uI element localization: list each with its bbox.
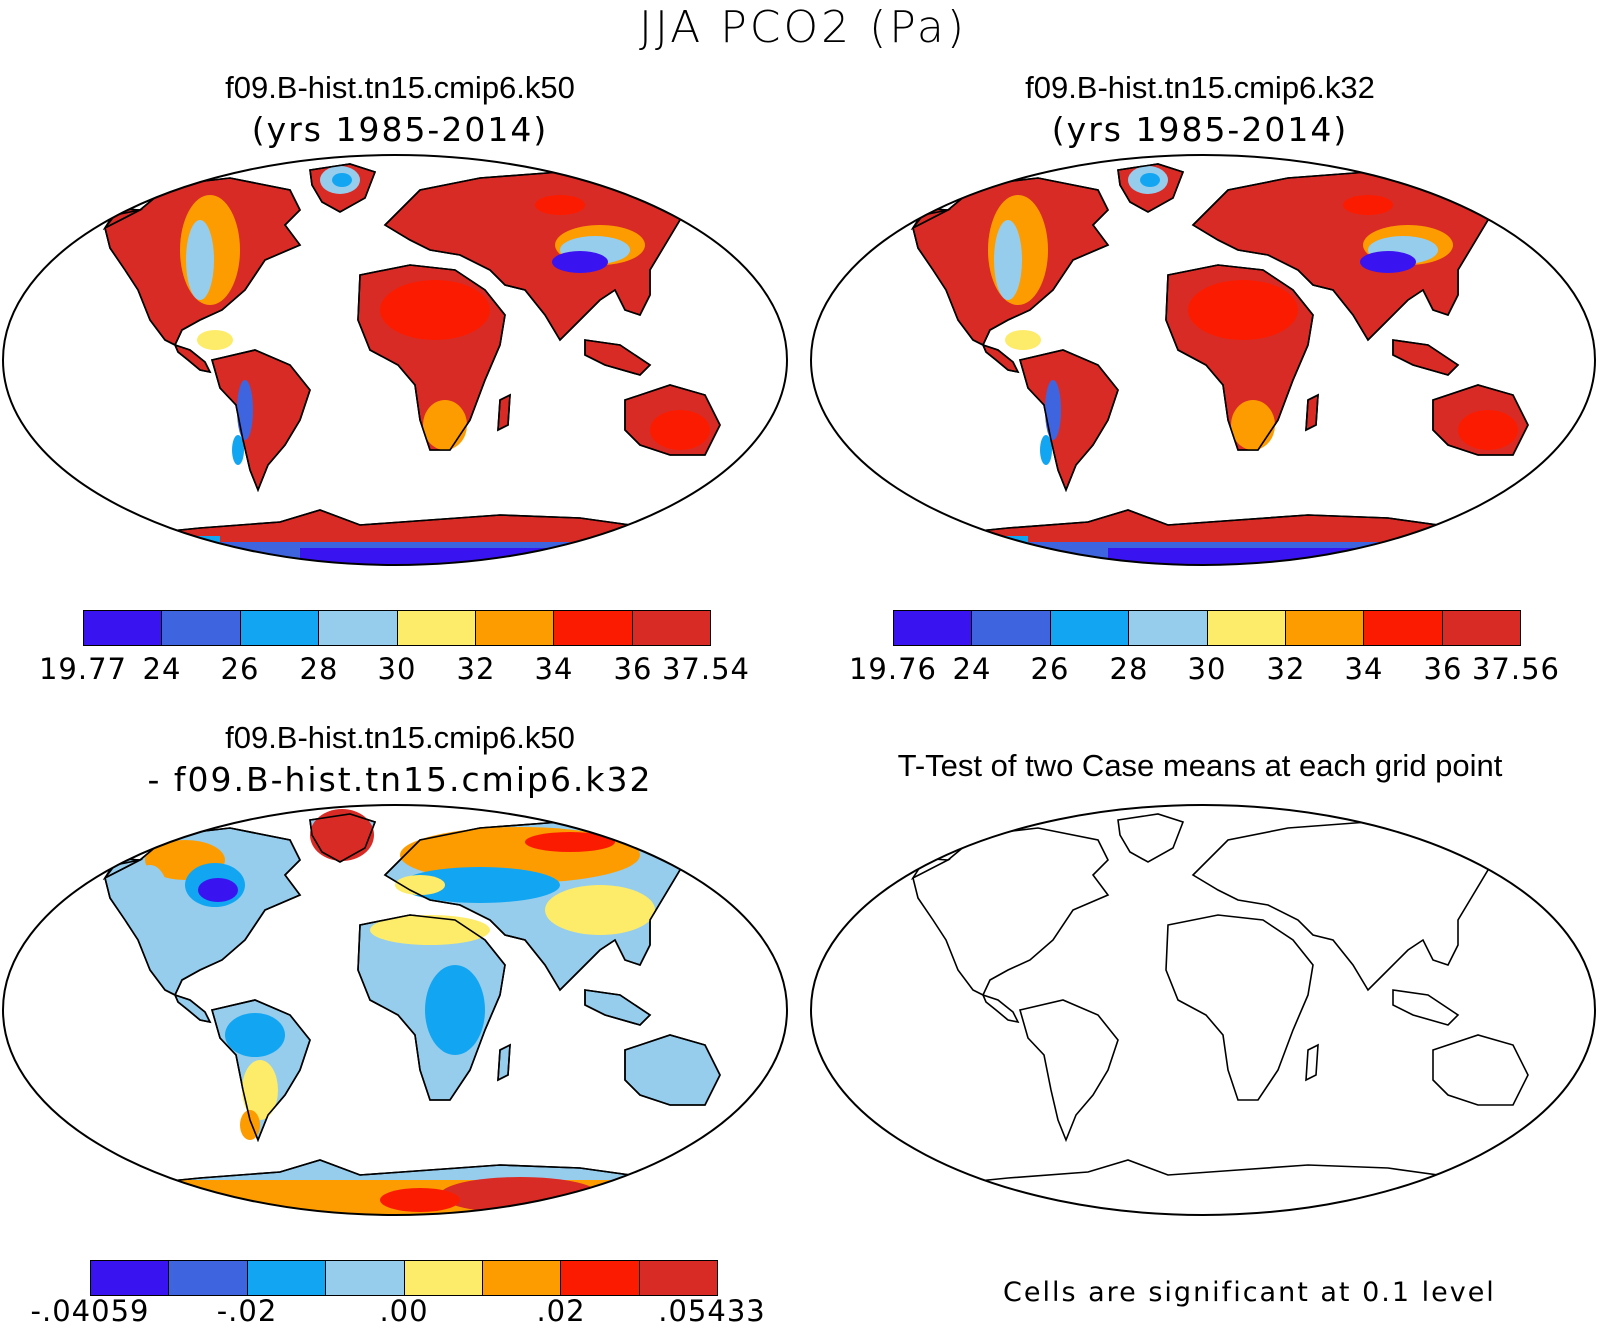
colorbar-label: -.02 [216, 1294, 278, 1328]
panel-title: f09.B-hist.tn15.cmip6.k32 [1025, 70, 1375, 105]
colorbar-k32 [893, 610, 1521, 646]
panel-title: T-Test of two Case means at each grid po… [897, 748, 1503, 783]
colorbar-k50 [83, 610, 711, 646]
colorbar-label: .00 [379, 1294, 429, 1328]
colorbar-label: 24 [142, 652, 182, 686]
panel-title: f09.B-hist.tn15.cmip6.k50 [225, 70, 575, 105]
colorbar-label: 19.76 [848, 652, 938, 686]
map-k32 [810, 154, 1596, 566]
colorbar-label: 28 [1109, 652, 1149, 686]
colorbar-label: 30 [1187, 652, 1227, 686]
colorbar-label: 32 [1266, 652, 1306, 686]
colorbar-label: 37.54 [661, 652, 751, 686]
panel-subtitle: - f09.B-hist.tn15.cmip6.k32 [147, 760, 653, 799]
panel-subtitle: (yrs 1985-2014) [1051, 110, 1349, 149]
colorbar-label: 37.56 [1471, 652, 1561, 686]
colorbar-label: 26 [1030, 652, 1070, 686]
colorbar-label: 19.77 [38, 652, 128, 686]
colorbar-label: .02 [536, 1294, 586, 1328]
figure-title: JJA PCO2 (Pa) [639, 2, 967, 53]
colorbar-label: 28 [299, 652, 339, 686]
panel-subtitle: (yrs 1985-2014) [251, 110, 549, 149]
colorbar-label: 34 [534, 652, 574, 686]
colorbar-label: 24 [952, 652, 992, 686]
panel-title: f09.B-hist.tn15.cmip6.k50 [225, 720, 575, 755]
colorbar-label: 36 [1423, 652, 1463, 686]
map-k50 [2, 154, 788, 566]
colorbar-label: 32 [456, 652, 496, 686]
colorbar-label: 36 [613, 652, 653, 686]
colorbar-label: 34 [1344, 652, 1384, 686]
colorbar-difference [90, 1260, 718, 1296]
significance-note: Cells are significant at 0.1 level [1003, 1277, 1496, 1308]
colorbar-label: .05433 [658, 1294, 766, 1328]
map-difference [2, 804, 788, 1216]
colorbar-label: -.04059 [30, 1294, 150, 1328]
colorbar-label: 26 [220, 652, 260, 686]
map-ttest [810, 804, 1596, 1216]
colorbar-label: 30 [377, 652, 417, 686]
